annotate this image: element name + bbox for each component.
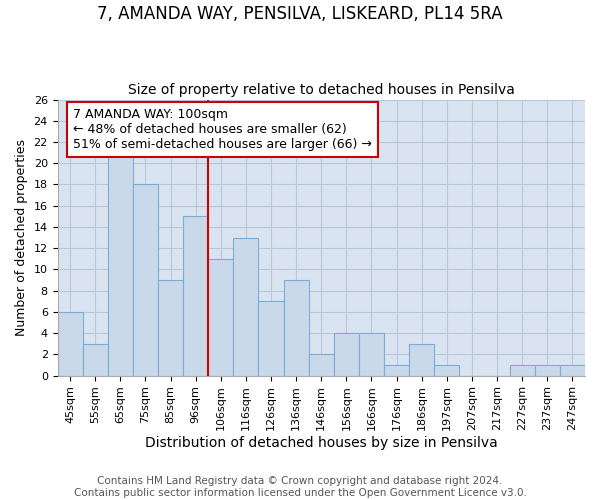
X-axis label: Distribution of detached houses by size in Pensilva: Distribution of detached houses by size … xyxy=(145,436,497,450)
Bar xyxy=(434,365,460,376)
Bar xyxy=(284,280,309,376)
Bar xyxy=(259,302,284,376)
Bar xyxy=(133,184,158,376)
Bar xyxy=(334,333,359,376)
Bar xyxy=(108,142,133,376)
Text: 7 AMANDA WAY: 100sqm
← 48% of detached houses are smaller (62)
51% of semi-detac: 7 AMANDA WAY: 100sqm ← 48% of detached h… xyxy=(73,108,372,151)
Bar xyxy=(158,280,183,376)
Text: Contains HM Land Registry data © Crown copyright and database right 2024.
Contai: Contains HM Land Registry data © Crown c… xyxy=(74,476,526,498)
Bar xyxy=(208,259,233,376)
Bar xyxy=(359,333,384,376)
Bar xyxy=(409,344,434,376)
Title: Size of property relative to detached houses in Pensilva: Size of property relative to detached ho… xyxy=(128,83,515,97)
Bar xyxy=(560,365,585,376)
Bar xyxy=(509,365,535,376)
Bar xyxy=(183,216,208,376)
Text: 7, AMANDA WAY, PENSILVA, LISKEARD, PL14 5RA: 7, AMANDA WAY, PENSILVA, LISKEARD, PL14 … xyxy=(97,5,503,23)
Bar xyxy=(309,354,334,376)
Bar xyxy=(384,365,409,376)
Bar xyxy=(233,238,259,376)
Bar xyxy=(535,365,560,376)
Bar xyxy=(58,312,83,376)
Y-axis label: Number of detached properties: Number of detached properties xyxy=(15,139,28,336)
Bar xyxy=(83,344,108,376)
